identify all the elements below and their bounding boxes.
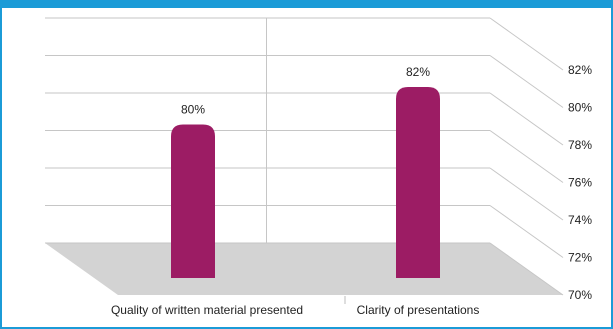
chart-floor [45,243,563,295]
gridline-side [489,130,564,183]
gridline-side [489,17,564,71]
gridline-side [489,167,564,221]
header-strip [0,0,613,8]
y-tick-label: 76% [568,176,592,190]
y-tick-label: 78% [568,138,592,152]
category-label: Quality of written material presented [111,303,303,317]
gridline-side [489,205,564,258]
data-label: 80% [181,103,205,117]
data-label: 82% [406,65,430,79]
bar [396,87,440,278]
bar [171,124,215,278]
gridline-side [489,242,564,296]
y-tick-label: 72% [568,251,592,265]
y-tick-label: 82% [568,63,592,77]
gridline-side [489,55,564,108]
y-tick-label: 80% [568,101,592,115]
y-tick-label: 70% [568,288,592,302]
gridline-side [489,92,564,146]
category-label: Clarity of presentations [357,303,480,317]
y-tick-label: 74% [568,213,592,227]
